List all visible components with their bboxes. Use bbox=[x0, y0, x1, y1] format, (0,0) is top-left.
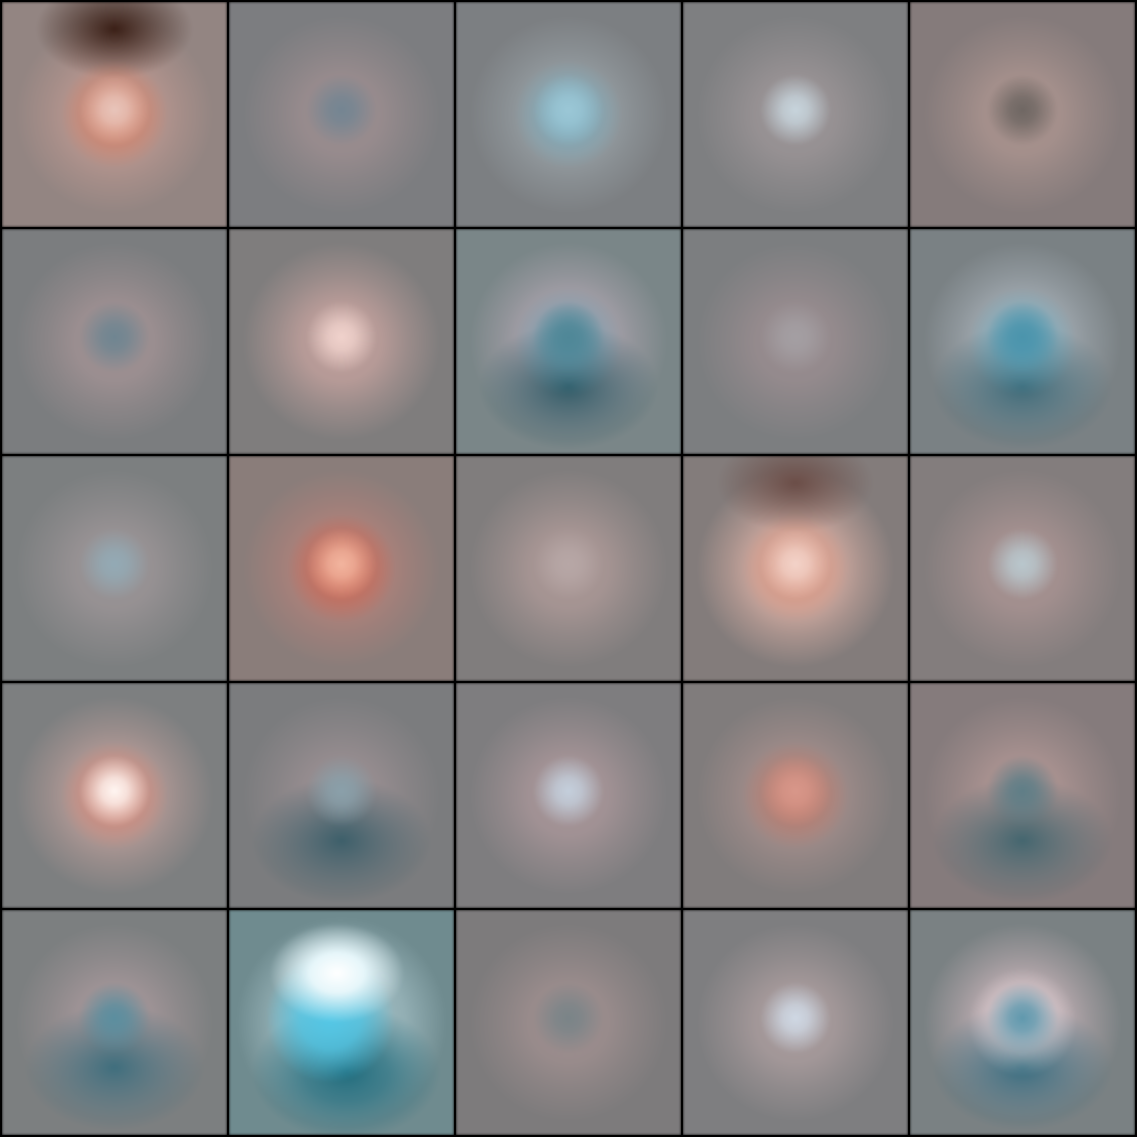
blurred-image bbox=[229, 456, 454, 681]
grid-tile bbox=[683, 229, 908, 454]
grid-tile bbox=[2, 683, 227, 908]
grid-tile bbox=[683, 910, 908, 1135]
blurred-image bbox=[229, 2, 454, 227]
grid-tile bbox=[2, 2, 227, 227]
blurred-image bbox=[229, 683, 454, 908]
blurred-image bbox=[910, 683, 1135, 908]
blurred-image bbox=[683, 456, 908, 681]
grid-tile bbox=[229, 683, 454, 908]
blurred-image bbox=[910, 2, 1135, 227]
grid-tile bbox=[910, 910, 1135, 1135]
grid-tile bbox=[910, 456, 1135, 681]
grid-tile bbox=[2, 229, 227, 454]
blurred-image bbox=[229, 910, 454, 1135]
grid-tile bbox=[683, 456, 908, 681]
blurred-image bbox=[683, 229, 908, 454]
blurred-image bbox=[2, 2, 227, 227]
grid-tile bbox=[456, 910, 681, 1135]
blurred-image bbox=[910, 456, 1135, 681]
blurred-image bbox=[2, 229, 227, 454]
grid-tile bbox=[683, 2, 908, 227]
grid-tile bbox=[229, 2, 454, 227]
blurred-image bbox=[229, 229, 454, 454]
grid-tile bbox=[456, 229, 681, 454]
grid-tile bbox=[2, 456, 227, 681]
grid-tile bbox=[456, 683, 681, 908]
blurred-image bbox=[456, 2, 681, 227]
blurred-image bbox=[910, 910, 1135, 1135]
grid-tile bbox=[910, 2, 1135, 227]
blurred-image bbox=[683, 683, 908, 908]
grid-tile bbox=[910, 229, 1135, 454]
grid-tile bbox=[456, 2, 681, 227]
grid-tile bbox=[683, 683, 908, 908]
grid-tile bbox=[456, 456, 681, 681]
blurred-image bbox=[456, 910, 681, 1135]
blurred-image bbox=[456, 456, 681, 681]
blurred-image bbox=[683, 910, 908, 1135]
blurred-image bbox=[2, 456, 227, 681]
grid-tile bbox=[229, 910, 454, 1135]
grid-tile bbox=[2, 910, 227, 1135]
blurred-image bbox=[683, 2, 908, 227]
blurred-image bbox=[456, 229, 681, 454]
blurred-image bbox=[910, 229, 1135, 454]
grid-tile bbox=[229, 456, 454, 681]
grid-tile bbox=[229, 229, 454, 454]
grid-tile bbox=[910, 683, 1135, 908]
blurred-image bbox=[456, 683, 681, 908]
blurred-image bbox=[2, 910, 227, 1135]
blurred-image bbox=[2, 683, 227, 908]
